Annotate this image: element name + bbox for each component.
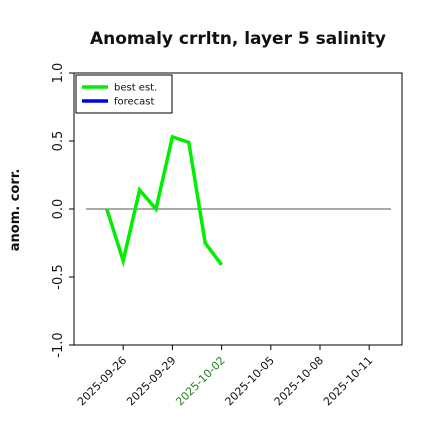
x-tick-label: 2025-10-11 — [321, 354, 375, 408]
series-line — [105, 134, 223, 268]
y-tick-label: -0.5 — [51, 264, 66, 289]
legend-label: best est. — [114, 83, 157, 94]
chart-title: Anomaly crrltn, layer 5 salinity — [90, 29, 386, 49]
x-tick-label: 2025-10-02 — [173, 354, 227, 408]
y-tick-label: 0.5 — [51, 131, 66, 152]
x-tick-label: 2025-09-26 — [75, 354, 129, 408]
y-axis-label: anom. corr. — [8, 169, 23, 252]
legend-label: forecast — [114, 97, 155, 108]
legend-box — [75, 74, 173, 114]
x-tick-label: 2025-09-29 — [124, 354, 178, 408]
y-tick-label: 0.0 — [51, 199, 66, 220]
x-tick-label: 2025-10-08 — [272, 354, 326, 408]
x-tick-label: 2025-10-05 — [223, 354, 277, 408]
y-tick-label: -1.0 — [51, 332, 66, 357]
y-tick-label: 1.0 — [51, 63, 66, 84]
